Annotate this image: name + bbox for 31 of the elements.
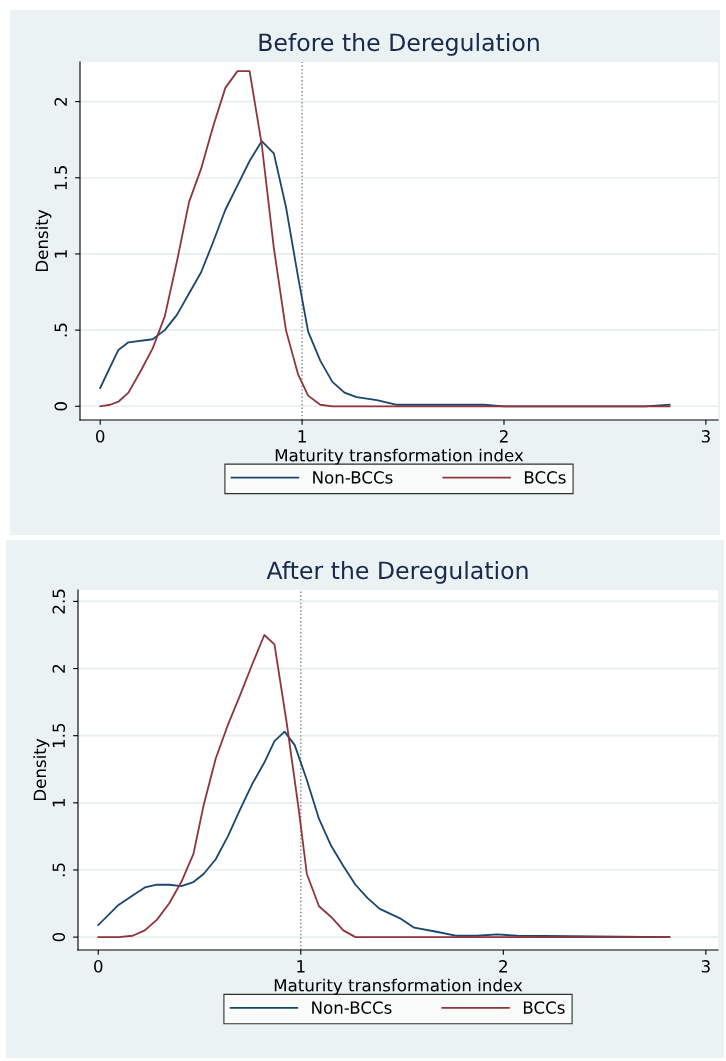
line-series <box>99 70 671 408</box>
x-tick-label: 2 <box>499 960 507 973</box>
y-axis-title: Density <box>35 209 52 272</box>
y-tick-label: 2 <box>54 97 67 106</box>
legend-label: Non-BCCs <box>312 1001 392 1014</box>
x-axis-title: Maturity transformation index <box>274 978 523 995</box>
y-tick-label: 2 <box>52 664 65 673</box>
x-tick-label: 1 <box>298 430 306 443</box>
chart-title: After the Deregulation <box>266 560 528 584</box>
y-tick-label: 0 <box>52 932 66 942</box>
x-tick-label: 3 <box>701 430 710 443</box>
y-tick-label: 1.5 <box>54 165 68 190</box>
line-series <box>97 634 671 939</box>
y-tick-label: 0 <box>54 402 68 411</box>
x-tick-label: 1 <box>297 960 305 973</box>
chart-title: Before the Deregulation <box>259 32 539 56</box>
x-tick-label: 0 <box>95 430 105 443</box>
legend-label: Non-BCCs <box>313 471 393 484</box>
y-tick-label: 1 <box>54 250 67 258</box>
x-tick-label: 0 <box>94 960 103 973</box>
y-tick-label: .5 <box>54 323 68 337</box>
y-tick-label: 1 <box>52 799 65 807</box>
legend-label: BCCs <box>524 471 566 484</box>
y-axis-title: Density <box>33 738 50 801</box>
y-tick-label: 1.5 <box>52 723 66 748</box>
y-tick-label: 2.5 <box>52 589 66 614</box>
x-tick-label: 3 <box>701 960 710 973</box>
legend-label: BCCs <box>523 1001 565 1014</box>
x-tick-label: 2 <box>499 430 508 443</box>
y-tick-label: .5 <box>52 863 66 877</box>
x-axis-title: Maturity transformation index <box>275 448 524 465</box>
